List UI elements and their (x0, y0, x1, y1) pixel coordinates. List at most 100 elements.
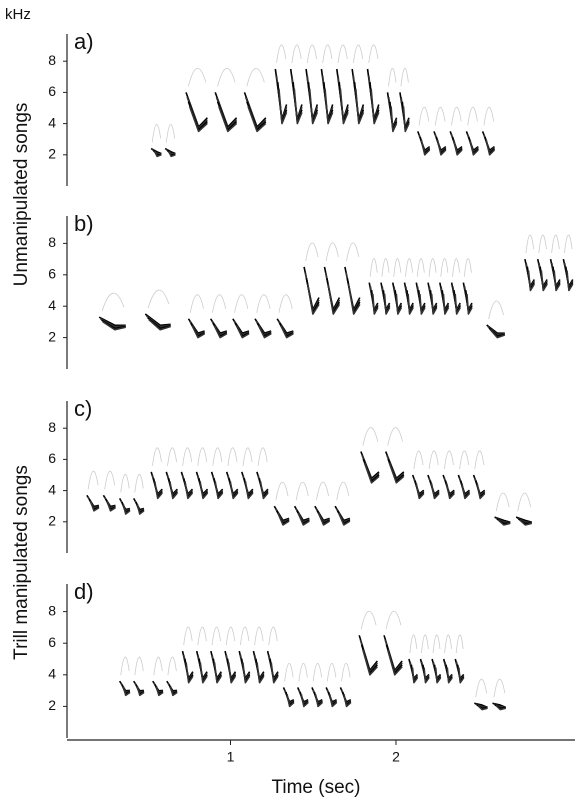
syllable-stroke (278, 88, 288, 125)
harmonic (474, 450, 485, 470)
syllable-stroke (213, 325, 228, 339)
harmonic (400, 68, 409, 87)
syllable-stroke (286, 694, 295, 708)
syllable-stroke (553, 270, 561, 292)
harmonic (120, 656, 130, 676)
harmonic (268, 626, 278, 646)
harmonic (316, 481, 330, 501)
syllable-stroke (257, 325, 272, 339)
harmonic (234, 294, 249, 313)
harmonic (413, 450, 424, 470)
syllable-stroke (106, 500, 116, 512)
syllable-stroke (235, 325, 250, 339)
syllable-stroke (395, 293, 403, 315)
x-tick-label: 2 (392, 749, 400, 765)
harmonic (362, 427, 379, 446)
x-axis-title: Time (sec) (271, 777, 360, 798)
syllable-stroke (277, 512, 290, 526)
harmonic (120, 474, 130, 493)
syllable-stroke (337, 512, 351, 526)
syllable-group (181, 626, 279, 684)
harmonic (409, 634, 418, 654)
harmonic (246, 68, 265, 87)
syllable-group (118, 474, 145, 515)
syllable-stroke (430, 293, 438, 315)
syllable-stroke (280, 325, 294, 339)
syllable-stroke (466, 293, 473, 315)
syllable-group (273, 481, 351, 526)
syllable-stroke (155, 686, 164, 697)
syllable-stroke (363, 462, 380, 484)
harmonic (225, 626, 236, 646)
harmonic (212, 447, 223, 466)
harmonic (187, 68, 207, 87)
syllable-group (98, 292, 126, 331)
harmonic (388, 68, 397, 87)
syllable-stroke (244, 481, 254, 500)
harmonic (306, 44, 317, 64)
syllable-stroke (103, 496, 116, 509)
harmonic (418, 107, 430, 126)
syllable-stroke (407, 293, 414, 315)
y-tick-label: 8 (48, 52, 56, 68)
harmonic (337, 44, 348, 64)
syllable-stroke (136, 503, 145, 515)
y-tick-label: 6 (48, 266, 56, 282)
harmonic (242, 447, 253, 466)
syllable-stroke (256, 662, 265, 684)
harmonic (416, 258, 425, 277)
harmonic (254, 626, 264, 646)
harmonic (87, 470, 99, 490)
syllable-stroke (199, 662, 208, 684)
syllable-group (118, 656, 145, 697)
syllable-stroke (324, 88, 334, 125)
syllable-group (150, 447, 269, 500)
harmonic (434, 107, 446, 126)
harmonic (312, 663, 323, 682)
syllable-group (274, 44, 380, 125)
syllable-group (187, 294, 294, 339)
harmonic (451, 107, 462, 126)
y-tick-label: 4 (48, 297, 56, 313)
harmonic (104, 470, 116, 490)
harmonic (336, 481, 350, 501)
y-tick-label: 4 (48, 666, 56, 682)
harmonic (483, 107, 495, 126)
syllable-stroke (436, 139, 447, 156)
syllable-stroke (372, 293, 379, 315)
syllable-stroke (274, 508, 290, 523)
syllable-group (152, 656, 178, 697)
syllable-stroke (300, 694, 309, 708)
harmonic (211, 626, 221, 646)
harmonic (257, 447, 268, 466)
y-tick-label: 2 (48, 146, 56, 162)
syllable-stroke (347, 283, 361, 315)
syllable-stroke (213, 662, 222, 684)
harmonic (291, 44, 302, 64)
syllable-stroke (390, 106, 398, 133)
syllable-stroke (434, 667, 442, 684)
harmonic (217, 68, 236, 87)
syllable-stroke (415, 483, 425, 500)
x-tick-label: 1 (227, 749, 235, 765)
syllable-stroke (329, 694, 338, 708)
harmonic (353, 44, 364, 64)
syllable-stroke (99, 317, 126, 328)
syllable-stroke (89, 500, 100, 512)
harmonic (564, 234, 573, 254)
panel-label: b) (74, 211, 94, 236)
harmonic (346, 242, 360, 262)
syllable-stroke (191, 325, 206, 339)
syllable-stroke (335, 508, 351, 523)
harmonic (538, 234, 547, 254)
harmonic (385, 610, 402, 630)
syllable-stroke (476, 483, 486, 500)
syllable-group (150, 124, 176, 158)
panel-label: a) (74, 29, 94, 54)
syllable-stroke (98, 316, 126, 327)
syllable-stroke (122, 686, 131, 697)
harmonic (147, 289, 170, 309)
harmonic (165, 124, 176, 143)
syllable-stroke (453, 139, 463, 156)
